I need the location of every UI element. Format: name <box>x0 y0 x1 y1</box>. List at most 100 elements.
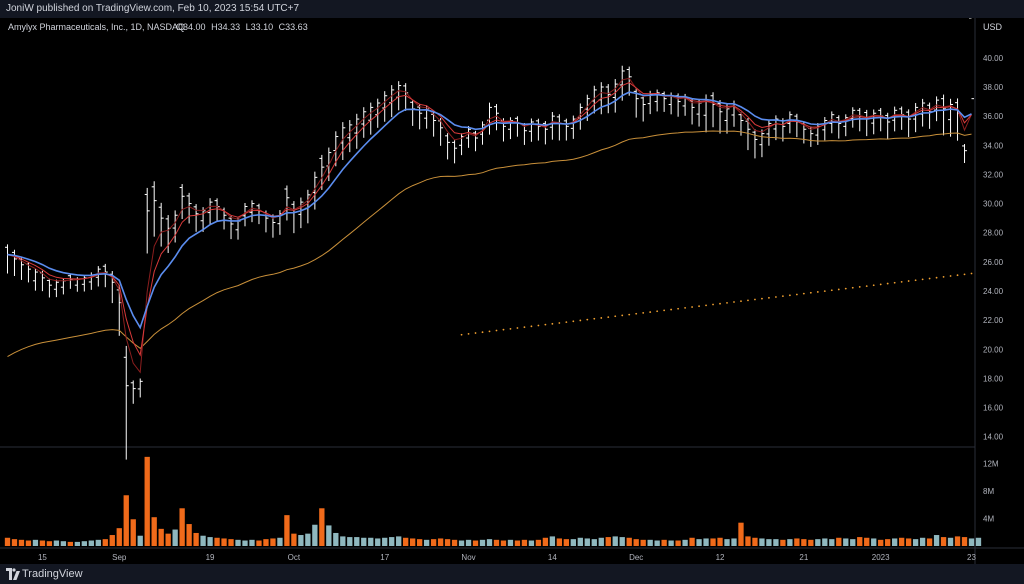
volume-bar <box>396 536 402 546</box>
price-chart-svg[interactable]: 40.00 38.00 36.00 34.00 32.00 30.00 28.00 26.00… <box>0 17 1024 564</box>
volume-bar <box>612 536 618 546</box>
volume-bar <box>465 539 472 546</box>
ohlc-bar <box>549 111 555 140</box>
volume-bar <box>961 537 968 546</box>
time-tick-label: Nov <box>461 553 475 562</box>
volume-bar <box>172 529 178 546</box>
volume-bar <box>822 538 828 546</box>
long-sma-dot <box>761 297 763 300</box>
volume-bar <box>228 539 234 546</box>
long-sma-dot <box>488 330 491 333</box>
volume-bar <box>39 540 46 546</box>
long-sma-dot <box>781 295 784 298</box>
volume-bar <box>74 541 81 546</box>
volume-bar <box>437 538 444 546</box>
long-sma-dot <box>942 275 945 278</box>
volume-bar <box>766 539 772 546</box>
ohlc-bar <box>528 118 534 142</box>
time-tick-label: Sep <box>112 553 127 562</box>
volume-bar <box>312 524 318 546</box>
tradingview-logo-icon[interactable] <box>6 568 20 580</box>
price-tick-label: 24.00 <box>983 287 1004 296</box>
tradingview-brand[interactable]: TradingView <box>22 568 83 580</box>
volume-tick-label: 12M <box>983 460 999 469</box>
chart-background <box>0 18 1024 564</box>
long-sma-dot <box>460 333 463 336</box>
long-sma-dot <box>893 281 896 284</box>
chart-area[interactable]: 40.00 38.00 36.00 34.00 32.00 30.00 28.00 26.00… <box>0 17 1024 564</box>
volume-bar <box>633 539 639 546</box>
ohlc-bar <box>333 131 339 167</box>
ohlc-bar <box>228 215 234 240</box>
long-sma-dot <box>600 317 603 319</box>
volume-bar <box>109 535 115 546</box>
publish-line: JoniW published on TradingView.com, Feb … <box>6 3 300 14</box>
volume-bar <box>60 541 67 546</box>
volume-bar <box>968 538 975 546</box>
volume-bar <box>137 535 143 546</box>
volume-bar <box>514 540 521 546</box>
volume-bar <box>773 539 779 546</box>
ohlc-bar <box>53 279 59 298</box>
ohlc-bar <box>193 204 199 232</box>
long-sma-dot <box>823 290 826 293</box>
volume-bar <box>235 539 241 546</box>
long-sma-dot <box>914 279 917 282</box>
ohlc-bar <box>207 198 213 225</box>
volume-bar <box>116 528 122 546</box>
ohlc-bar <box>137 378 143 398</box>
volume-bar <box>975 537 982 546</box>
long-sma-dot <box>516 327 519 329</box>
long-sma-dot <box>844 287 847 290</box>
volume-bar <box>354 537 360 546</box>
volume-tick-label: 4M <box>983 515 994 524</box>
ohlc-bar <box>95 266 101 287</box>
long-sma-dot <box>837 288 840 291</box>
volume-bar <box>738 522 744 546</box>
volume-bar <box>416 539 423 546</box>
volume-bar <box>584 538 590 546</box>
chart-legend: Amylyx Pharmaceuticals, Inc., 1D, NASDAQ… <box>8 22 1003 32</box>
footer-bar: TradingView <box>0 564 1024 584</box>
volume-bar <box>242 540 248 546</box>
legend-c: 33.63 <box>285 22 308 32</box>
long-sma-dot <box>754 298 756 301</box>
volume-bar <box>479 539 486 546</box>
ohlc-bar <box>158 202 164 247</box>
volume-bar <box>375 538 381 546</box>
volume-bar <box>668 540 674 546</box>
ohlc-bar <box>626 66 632 96</box>
ohlc-bar <box>480 121 486 145</box>
long-sma-dot <box>691 306 693 308</box>
long-sma-dot <box>935 276 938 279</box>
volume-bar <box>745 536 751 546</box>
long-sma-dot <box>963 273 966 276</box>
volume-bar <box>46 541 53 546</box>
volume-bar <box>731 538 737 546</box>
long-sma-dot <box>509 327 512 330</box>
ohlc-bar <box>941 94 947 136</box>
volume-bar <box>619 537 625 546</box>
volume-bar <box>430 539 437 546</box>
publish-header: JoniW published on TradingView.com, Feb … <box>0 0 1024 18</box>
volume-bar <box>472 540 479 546</box>
time-tick-label: 15 <box>38 553 47 562</box>
ohlc-bar <box>822 117 828 141</box>
volume-bar <box>933 535 940 546</box>
volume-bar <box>18 539 25 546</box>
time-tick-label: Oct <box>288 553 301 562</box>
legend-l: 33.10 <box>251 22 274 32</box>
volume-bar <box>200 535 206 546</box>
ema-dark-red-line <box>7 77 972 374</box>
volume-bar <box>263 539 269 546</box>
long-sma-dot <box>956 274 959 277</box>
ohlc-bar <box>759 129 765 158</box>
long-sma-dot <box>712 303 714 306</box>
ohlc-bar <box>452 140 458 164</box>
volume-bar <box>403 537 409 546</box>
long-sma-dot <box>949 275 952 277</box>
volume-bar <box>871 538 877 546</box>
ohlc-bar <box>906 109 912 138</box>
long-sma-dot <box>830 289 833 292</box>
volume-bar <box>829 539 835 546</box>
